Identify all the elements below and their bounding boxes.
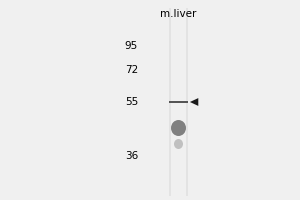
Text: 36: 36 (125, 151, 138, 161)
Ellipse shape (174, 139, 183, 149)
Ellipse shape (171, 120, 186, 136)
Text: 55: 55 (125, 97, 138, 107)
Bar (186, 8, 188, 196)
Bar (169, 8, 188, 196)
Text: m.liver: m.liver (160, 9, 197, 19)
Text: 72: 72 (125, 65, 138, 75)
Bar (169, 101, 188, 103)
Polygon shape (190, 98, 198, 106)
Text: 95: 95 (125, 41, 138, 51)
Bar (169, 8, 171, 196)
